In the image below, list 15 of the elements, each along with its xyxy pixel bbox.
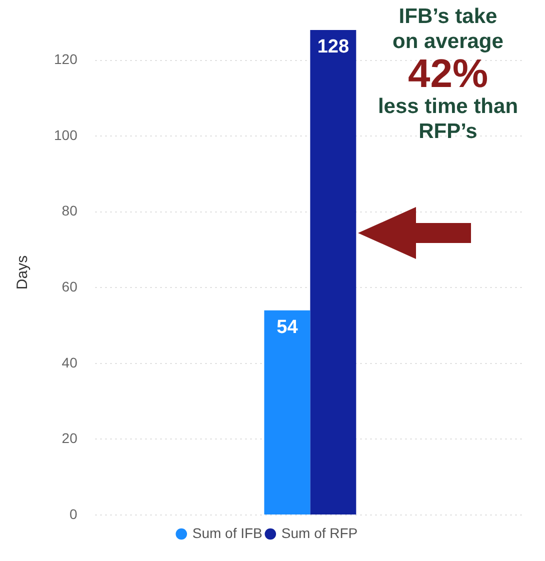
data-label: 54 xyxy=(276,317,298,338)
y-tick-label: 40 xyxy=(62,354,78,370)
legend-label: Sum of RFP xyxy=(281,524,358,541)
y-tick-label: 20 xyxy=(62,430,78,446)
y-tick-label: 0 xyxy=(70,506,78,522)
annotation: IFB’s take on average xyxy=(392,4,504,54)
y-tick-label: 60 xyxy=(62,278,78,295)
legend-label: Sum of IFB xyxy=(192,524,262,541)
annotation: less time than RFP’s xyxy=(376,94,520,144)
data-label: 128 xyxy=(317,36,350,58)
y-tick-label: 100 xyxy=(54,126,78,143)
y-tick-label: 80 xyxy=(62,202,78,219)
annotation: 42% xyxy=(406,52,488,96)
y-axis-title: Days xyxy=(14,255,32,290)
y-tick-label: 120 xyxy=(54,51,78,68)
